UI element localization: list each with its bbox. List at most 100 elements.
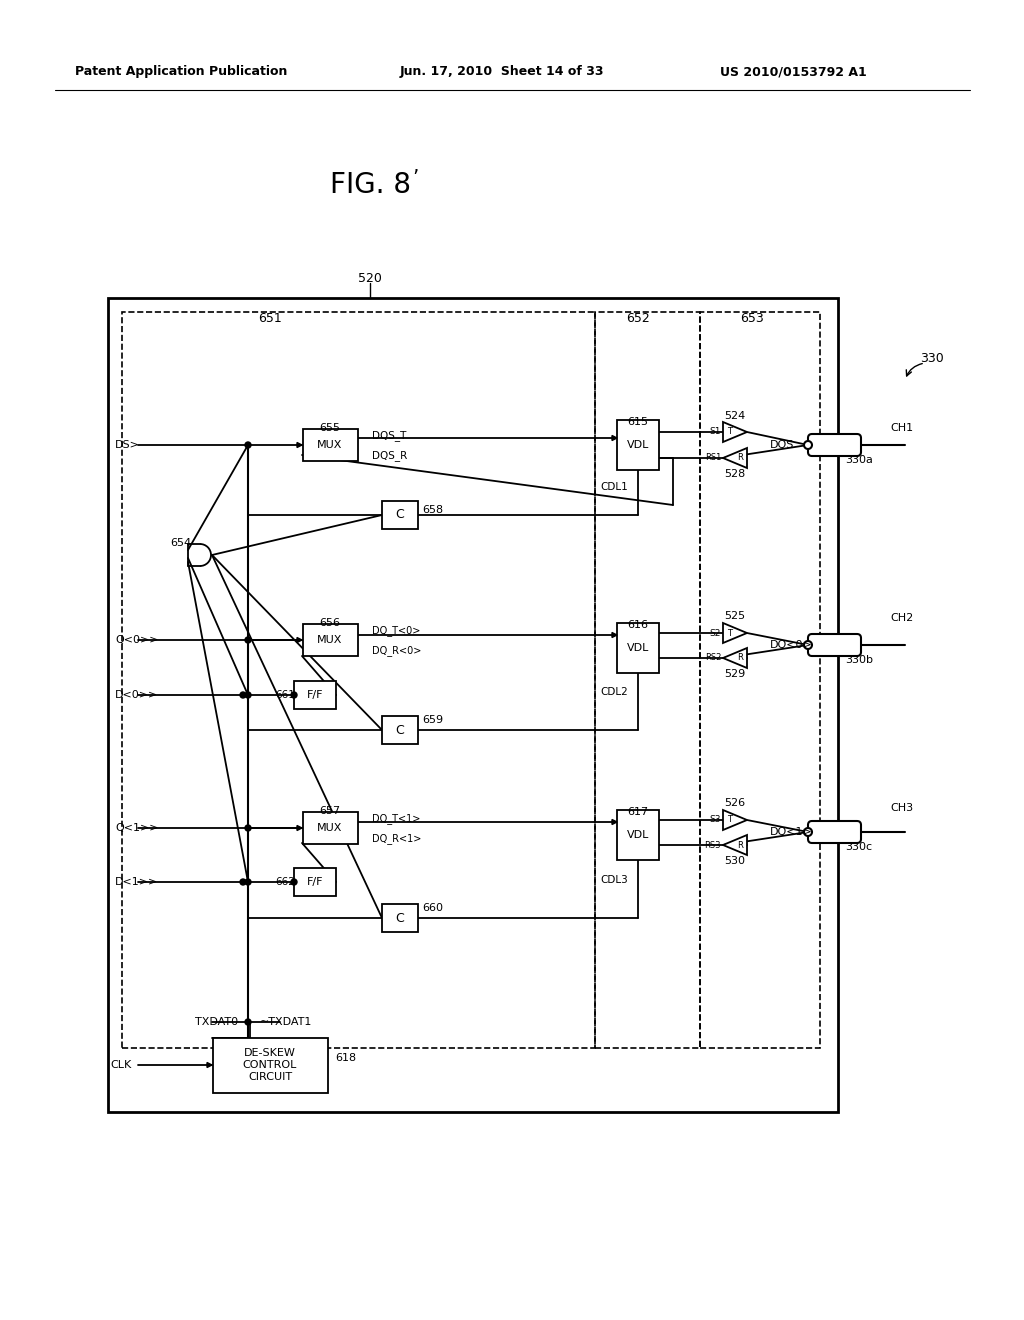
Bar xyxy=(122,312,595,1048)
Circle shape xyxy=(240,879,246,884)
Text: TXDAT0: TXDAT0 xyxy=(195,1016,239,1027)
Text: 661: 661 xyxy=(275,690,295,700)
Text: R: R xyxy=(737,841,743,850)
Circle shape xyxy=(245,825,251,832)
Bar xyxy=(294,681,336,709)
Text: T: T xyxy=(727,628,732,638)
Polygon shape xyxy=(723,810,746,830)
Bar xyxy=(382,715,418,744)
Text: S2: S2 xyxy=(710,628,721,638)
Text: 330c: 330c xyxy=(845,842,872,851)
Polygon shape xyxy=(297,825,302,830)
Text: F/F: F/F xyxy=(307,876,324,887)
Text: 330b: 330b xyxy=(845,655,873,665)
Bar xyxy=(302,624,357,656)
Text: CDL2: CDL2 xyxy=(600,686,628,697)
Polygon shape xyxy=(723,447,746,469)
Bar xyxy=(700,312,820,1048)
Bar xyxy=(294,869,336,896)
Bar xyxy=(213,1038,328,1093)
Text: C: C xyxy=(395,912,404,924)
Text: 330: 330 xyxy=(920,351,944,364)
Text: MUX: MUX xyxy=(317,635,343,645)
Text: 617: 617 xyxy=(628,807,648,817)
Text: DQ<1>: DQ<1> xyxy=(770,828,813,837)
Circle shape xyxy=(245,1019,251,1026)
Text: 655: 655 xyxy=(319,422,341,433)
Text: 657: 657 xyxy=(319,807,341,816)
Text: RS1: RS1 xyxy=(705,454,721,462)
Text: D<1>>: D<1>> xyxy=(115,876,159,887)
Circle shape xyxy=(245,638,251,643)
Text: S1: S1 xyxy=(710,428,721,437)
Polygon shape xyxy=(297,638,302,643)
Text: 654: 654 xyxy=(170,539,191,548)
Circle shape xyxy=(804,828,812,836)
Text: VDL: VDL xyxy=(627,643,649,653)
Text: 658: 658 xyxy=(422,506,443,515)
Text: RS2: RS2 xyxy=(705,653,721,663)
Text: CH3: CH3 xyxy=(890,803,913,813)
Text: 530: 530 xyxy=(725,855,745,866)
Polygon shape xyxy=(612,632,617,638)
Circle shape xyxy=(245,879,251,884)
Polygon shape xyxy=(723,648,746,668)
Text: Q<1>>: Q<1>> xyxy=(115,822,159,833)
Polygon shape xyxy=(723,422,746,442)
Text: DS>: DS> xyxy=(115,440,140,450)
Text: DQ_T<1>: DQ_T<1> xyxy=(372,813,421,825)
Text: MUX: MUX xyxy=(317,822,343,833)
Text: 529: 529 xyxy=(724,669,745,678)
Text: ~TXDAT1: ~TXDAT1 xyxy=(260,1016,312,1027)
Text: CH1: CH1 xyxy=(890,422,913,433)
Text: 330a: 330a xyxy=(845,455,872,465)
Bar xyxy=(108,298,838,1111)
Text: DQS_T: DQS_T xyxy=(372,430,407,441)
Text: CDL1: CDL1 xyxy=(600,482,628,492)
Text: T: T xyxy=(727,816,732,825)
Text: 653: 653 xyxy=(740,312,764,325)
Bar xyxy=(617,623,659,673)
Circle shape xyxy=(804,642,812,649)
Text: R: R xyxy=(737,653,743,663)
Text: RS3: RS3 xyxy=(705,841,721,850)
Polygon shape xyxy=(612,436,617,441)
Polygon shape xyxy=(207,1063,212,1068)
Bar xyxy=(617,810,659,861)
Text: ’: ’ xyxy=(412,169,418,187)
Text: CDL3: CDL3 xyxy=(600,875,628,884)
Text: Jun. 17, 2010  Sheet 14 of 33: Jun. 17, 2010 Sheet 14 of 33 xyxy=(400,66,604,78)
FancyBboxPatch shape xyxy=(808,634,861,656)
Text: 652: 652 xyxy=(626,312,650,325)
Bar xyxy=(302,429,357,461)
Circle shape xyxy=(804,441,812,449)
Text: DQ<0>: DQ<0> xyxy=(770,640,813,649)
Bar xyxy=(382,904,418,932)
Text: DQS: DQS xyxy=(770,440,795,450)
Text: 660: 660 xyxy=(422,903,443,913)
Circle shape xyxy=(245,692,251,698)
Text: VDL: VDL xyxy=(627,440,649,450)
Text: DQS_R: DQS_R xyxy=(372,450,408,462)
Text: 525: 525 xyxy=(724,611,745,620)
Text: 615: 615 xyxy=(628,417,648,426)
Text: 618: 618 xyxy=(335,1053,356,1063)
FancyBboxPatch shape xyxy=(808,821,861,843)
Text: DQ_T<0>: DQ_T<0> xyxy=(372,626,421,636)
Text: MUX: MUX xyxy=(317,440,343,450)
Circle shape xyxy=(245,442,251,447)
Text: FIG. 8: FIG. 8 xyxy=(330,172,411,199)
Text: VDL: VDL xyxy=(627,830,649,840)
Text: R: R xyxy=(737,454,743,462)
Text: T: T xyxy=(727,428,732,437)
Text: 520: 520 xyxy=(358,272,382,285)
Text: 659: 659 xyxy=(422,715,443,725)
Polygon shape xyxy=(723,836,746,855)
Bar xyxy=(617,420,659,470)
Text: 662: 662 xyxy=(275,876,295,887)
Text: 656: 656 xyxy=(319,618,341,628)
Text: F/F: F/F xyxy=(307,690,324,700)
Text: C: C xyxy=(395,723,404,737)
Text: 528: 528 xyxy=(724,469,745,479)
Text: Q<0>>: Q<0>> xyxy=(115,635,159,645)
